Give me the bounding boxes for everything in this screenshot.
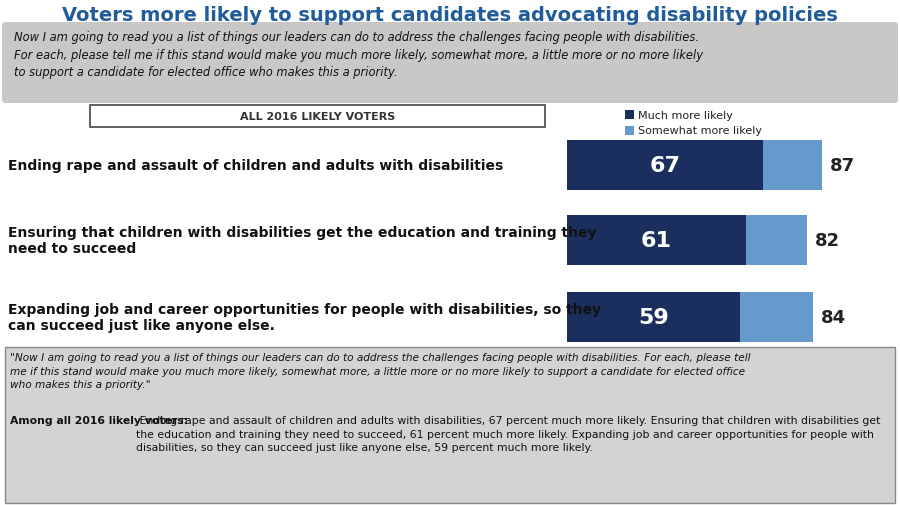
Text: Now I am going to read you a list of things our leaders can do to address the ch: Now I am going to read you a list of thi… — [14, 31, 703, 79]
Text: 84: 84 — [821, 309, 846, 326]
Bar — [625, 111, 634, 120]
Bar — [740, 292, 813, 342]
Text: 67: 67 — [650, 156, 680, 176]
Bar — [567, 216, 746, 266]
Text: 59: 59 — [638, 308, 669, 327]
Text: 61: 61 — [641, 231, 672, 250]
Text: ALL 2016 LIKELY VOTERS: ALL 2016 LIKELY VOTERS — [240, 112, 395, 122]
Text: Much more likely: Much more likely — [638, 110, 733, 120]
Bar — [746, 216, 807, 266]
Text: Somewhat more likely: Somewhat more likely — [638, 126, 762, 136]
Bar — [567, 141, 763, 190]
Text: Ending rape and assault of children and adults with disabilities: Ending rape and assault of children and … — [8, 159, 503, 173]
FancyBboxPatch shape — [2, 23, 898, 104]
Text: Voters more likely to support candidates advocating disability policies: Voters more likely to support candidates… — [62, 6, 838, 25]
Text: Among all 2016 likely voters:: Among all 2016 likely voters: — [10, 415, 188, 425]
Text: Expanding job and career opportunities for people with disabilities, so they
can: Expanding job and career opportunities f… — [8, 302, 601, 332]
Bar — [5, 347, 895, 503]
Text: Ending rape and assault of children and adults with disabilities, 67 percent muc: Ending rape and assault of children and … — [136, 415, 880, 452]
Bar — [625, 127, 634, 136]
Text: "Now I am going to read you a list of things our leaders can do to address the c: "Now I am going to read you a list of th… — [10, 352, 751, 389]
Text: 87: 87 — [830, 157, 855, 175]
Text: Ensuring that children with disabilities get the education and training they
nee: Ensuring that children with disabilities… — [8, 225, 597, 256]
Bar — [567, 292, 740, 342]
Text: 82: 82 — [815, 231, 841, 249]
Bar — [90, 106, 545, 128]
Bar — [763, 141, 822, 190]
